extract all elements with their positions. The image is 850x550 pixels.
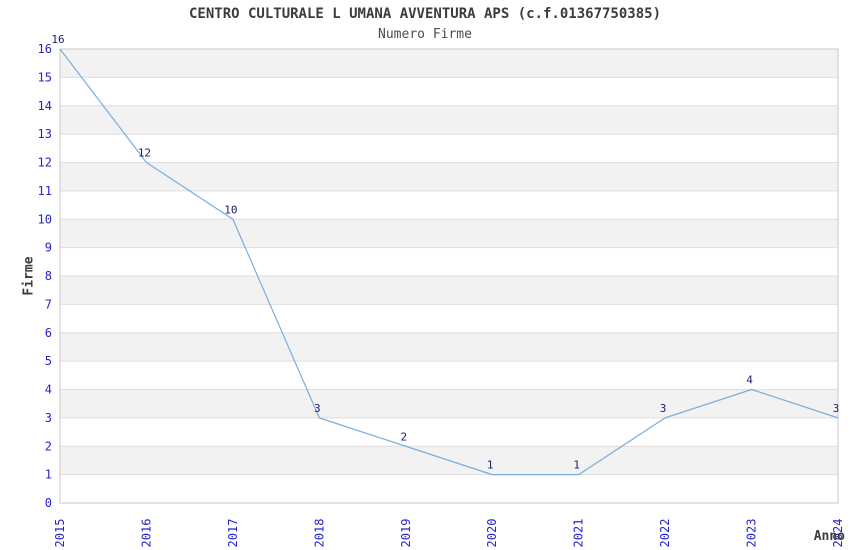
x-tick-label: 2018 — [312, 519, 326, 548]
data-point-label: 3 — [833, 402, 840, 415]
y-tick-label: 14 — [38, 99, 52, 113]
x-tick-label: 2022 — [658, 519, 672, 548]
grid-stripe — [60, 219, 838, 248]
data-point-label: 16 — [51, 33, 64, 46]
data-point-label: 2 — [400, 430, 407, 443]
y-tick-label: 12 — [38, 156, 52, 170]
y-tick-label: 2 — [45, 439, 52, 453]
plot-border — [59, 48, 839, 504]
y-tick-label: 3 — [45, 411, 52, 425]
y-tick-label: 0 — [45, 496, 52, 510]
data-point-label: 3 — [660, 402, 667, 415]
y-tick-label: 11 — [38, 184, 52, 198]
data-point-label: 1 — [573, 459, 580, 472]
x-tick-label: 2019 — [399, 519, 413, 548]
y-tick-label: 15 — [38, 70, 52, 84]
x-tick-label: 2015 — [53, 519, 67, 548]
x-tick-label: 2023 — [745, 519, 759, 548]
y-tick-label: 5 — [45, 354, 52, 368]
x-tick-label: 2024 — [831, 519, 845, 548]
y-tick-label: 1 — [45, 468, 52, 482]
chart-title: CENTRO CULTURALE L UMANA AVVENTURA APS (… — [188, 6, 661, 22]
y-tick-label: 9 — [45, 241, 52, 255]
data-point-label: 10 — [224, 203, 237, 216]
grid-stripe — [60, 332, 838, 362]
x-tick-label: 2021 — [572, 519, 586, 548]
data-point-label: 1 — [487, 459, 494, 472]
y-tick-label: 13 — [38, 127, 52, 141]
y-tick-label: 4 — [45, 383, 52, 397]
x-tick-label: 2016 — [139, 519, 153, 548]
y-axis-label: Firme — [21, 256, 37, 296]
grid-stripe — [60, 276, 838, 305]
data-point-label: 12 — [138, 147, 151, 160]
data-point-label: 4 — [746, 374, 753, 387]
data-point-label: 3 — [314, 402, 321, 415]
x-tick-label: 2020 — [485, 519, 499, 548]
y-tick-label: 8 — [45, 269, 52, 283]
chart-subtitle: Numero Firme — [378, 27, 472, 42]
y-tick-label: 6 — [45, 326, 52, 340]
y-tick-label: 16 — [38, 42, 52, 56]
x-tick-label: 2017 — [226, 519, 240, 548]
grid-stripe — [60, 389, 838, 418]
grid-stripe — [60, 105, 838, 135]
grid-stripe — [60, 49, 838, 78]
grid-stripe — [60, 162, 838, 191]
x-axis-label: Anno — [813, 529, 845, 544]
y-tick-label: 7 — [45, 297, 52, 311]
data-line — [59, 48, 839, 476]
y-tick-label: 10 — [38, 212, 52, 226]
